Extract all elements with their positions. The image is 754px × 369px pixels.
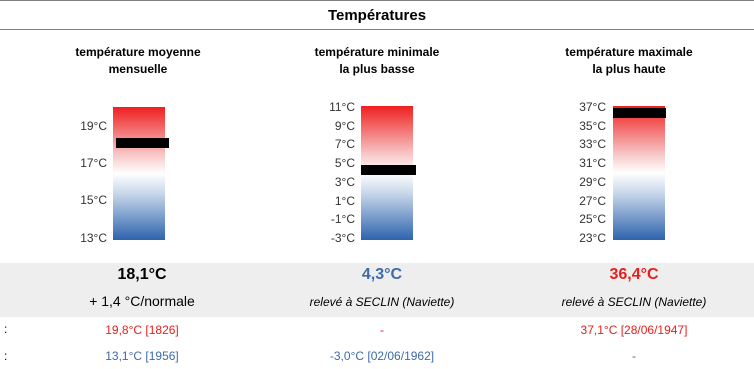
tick-label: 25°C (579, 212, 606, 226)
tick-label: 37°C (579, 100, 606, 114)
value-marker-min (361, 165, 416, 175)
tick-label: 27°C (579, 194, 606, 208)
tick-label: 5°C (334, 156, 355, 170)
tick-label: 35°C (579, 119, 606, 133)
mean-anomaly: + 1,4 °C/normale (89, 293, 195, 309)
heading-max-line1: température maximale (565, 45, 693, 59)
max-record-high: 37,1°C [28/06/1947] (580, 323, 688, 337)
min-record-low: -3,0°C [02/06/1962] (329, 349, 435, 363)
values-band (0, 263, 754, 317)
tick-label: 3°C (334, 175, 355, 189)
value-marker-mean (116, 138, 169, 148)
tick-label: 9°C (334, 119, 355, 133)
tick-label: 13°C (80, 231, 107, 245)
value-marker-max (613, 108, 666, 118)
panel-title: Températures (327, 6, 427, 24)
row-colon: : (4, 349, 8, 363)
tick-label: 7°C (334, 137, 355, 151)
mean-value: 18,1°C (117, 266, 167, 283)
tick-label: 29°C (579, 175, 606, 189)
tick-label: 19°C (80, 119, 107, 133)
row-colon: : (4, 322, 8, 336)
heading-min-line1: température minimale (314, 45, 440, 59)
thermometer-mean (113, 107, 165, 240)
min-station: relevé à SECLIN (Naviette) (309, 295, 455, 309)
tick-label: 15°C (80, 193, 107, 207)
max-station: relevé à SECLIN (Naviette) (561, 295, 707, 309)
tick-label: 23°C (579, 231, 606, 245)
max-record-low: - (632, 349, 636, 363)
thermometer-max (613, 106, 665, 240)
mean-record-low: 13,1°C [1956] (105, 349, 179, 363)
heading-max-line2: la plus haute (592, 62, 666, 76)
heading-mean-line2: mensuelle (108, 62, 168, 76)
tick-label: 31°C (579, 156, 606, 170)
heading-max: température maximale la plus haute (514, 44, 744, 78)
min-record-high: - (380, 323, 384, 337)
tick-label: 17°C (80, 156, 107, 170)
mean-record-high: 19,8°C [1826] (105, 323, 179, 337)
tick-label: -1°C (330, 212, 355, 226)
panel-title-bar: Températures (0, 0, 754, 30)
heading-min: température minimale la plus basse (262, 44, 492, 78)
heading-mean: température moyenne mensuelle (23, 44, 253, 78)
tick-label: 1°C (334, 194, 355, 208)
tick-label: 33°C (579, 137, 606, 151)
min-value: 4,3°C (361, 266, 403, 283)
heading-min-line2: la plus basse (339, 62, 415, 76)
max-value: 36,4°C (609, 266, 659, 283)
tick-label: 11°C (329, 100, 355, 114)
heading-mean-line1: température moyenne (75, 45, 201, 59)
tick-label: -3°C (330, 231, 355, 245)
